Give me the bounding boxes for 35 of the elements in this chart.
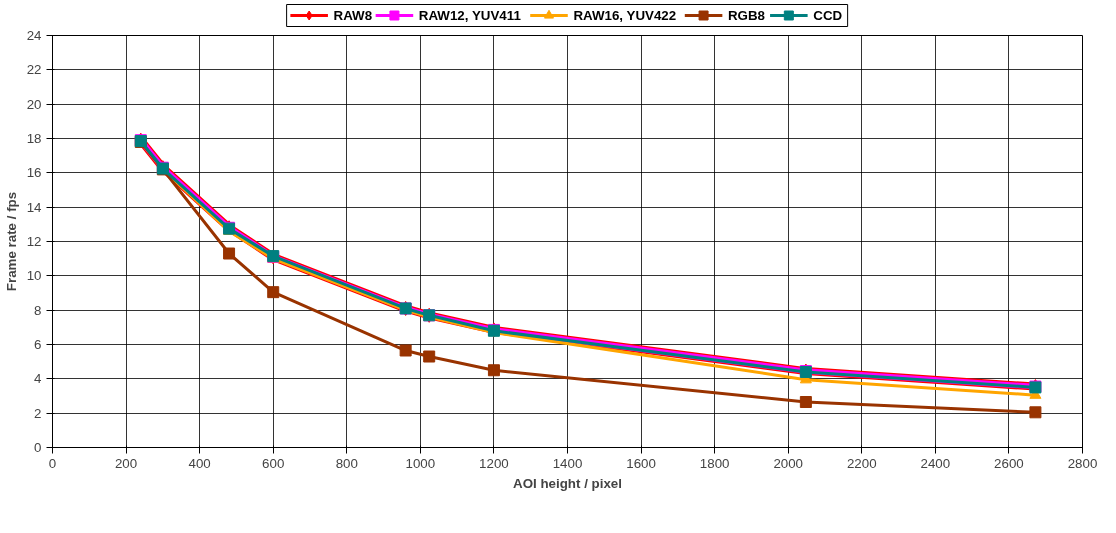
x-tick-label: 2200: [846, 455, 877, 471]
x-tick-label: 1000: [405, 455, 436, 471]
x-tick-label: 2800: [1067, 455, 1098, 471]
y-axis-title: Frame rate / fps: [3, 191, 19, 292]
y-tick-label: 12: [26, 234, 42, 249]
x-tick-label: 800: [335, 455, 358, 471]
y-tick-label: 14: [26, 199, 43, 215]
x-tick-label: 200: [114, 455, 138, 471]
x-tick-label: 600: [262, 455, 285, 471]
x-tick-label: 2000: [773, 455, 804, 471]
y-tick-label: 4: [34, 371, 43, 387]
y-tick-label: 24: [26, 28, 43, 43]
x-axis-title: AOI height / pixel: [513, 475, 622, 491]
legend-label: RAW16, YUV422: [573, 8, 677, 23]
y-tick-label: 6: [34, 337, 42, 352]
y-tick-label: 20: [26, 96, 42, 112]
y-tick-label: 10: [26, 268, 42, 284]
x-tick-label: 2600: [994, 455, 1024, 471]
x-tick-label: 0: [48, 455, 57, 471]
y-tick-label: 8: [34, 302, 42, 318]
x-tick-label: 1800: [699, 455, 730, 471]
legend-label: RGB8: [727, 8, 766, 23]
legend-label: RAW12, YUV411: [418, 8, 522, 23]
legend-label: CCD: [813, 8, 843, 23]
x-tick-label: 1200: [479, 455, 509, 471]
y-tick-label: 0: [34, 440, 42, 455]
y-tick-label: 18: [26, 131, 42, 146]
x-tick-label: 2400: [920, 455, 951, 471]
y-tick-label: 22: [26, 62, 42, 78]
y-tick-label: 16: [26, 165, 42, 181]
x-tick-label: 400: [188, 455, 211, 471]
legend-label: RAW8: [333, 8, 373, 23]
x-tick-label: 1400: [552, 455, 583, 471]
x-tick-label: 1600: [626, 455, 656, 471]
y-tick-label: 2: [34, 405, 42, 421]
